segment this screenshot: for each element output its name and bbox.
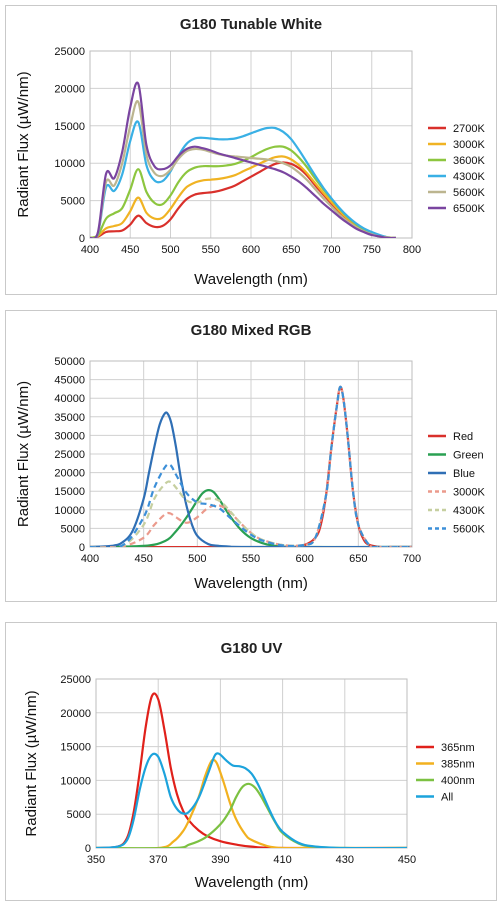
chart-tunable-white-y-tick-label: 20000 [54,83,85,95]
chart-mixed-rgb-y-tick-label: 35000 [54,412,85,424]
chart-mixed-rgb: G180 Mixed RGB 400 450 500 550 600 650 700 0 5000… [15,322,485,592]
chart-uv-x-axis-label: Wavelength (nm) [195,874,309,891]
chart-mixed-rgb-y-tick-label: 45000 [54,375,85,387]
chart-uv-legend-label: 365nm [441,742,475,754]
chart-mixed-rgb-legend-label: Green [453,450,484,462]
chart-uv-legend-label: 400nm [441,775,475,787]
chart-uv-plot-frame [95,678,408,849]
chart-mixed-rgb-y-tick-label: 20000 [54,468,85,480]
chart-mixed-rgb-legend-label: Blue [453,468,475,480]
chart-tunable-white-x-tick-label: 550 [202,244,220,256]
chart-uv: G180 UV 350 370 390 410 430 450 0 5000 10000 15000… [23,640,475,891]
chart-mixed-rgb-y-tick-label: 40000 [54,393,85,405]
chart-tunable-white-grid [89,50,413,239]
chart-tunable-white-x-tick-label: 450 [121,244,139,256]
chart-uv-y-tick-label: 10000 [60,775,91,787]
chart-tunable-white-y-tick-label: 5000 [61,196,85,208]
chart-mixed-rgb-y-tick-label: 30000 [54,430,85,442]
chart-tunable-white-x-axis-label: Wavelength (nm) [194,271,308,288]
chart-uv-legend-label: 385nm [441,759,475,771]
chart-uv-x-tick-label: 350 [87,854,105,866]
chart-mixed-rgb-legend-label: 4300K [453,505,485,517]
chart-tunable-white-series-4300k [90,120,396,238]
chart-uv-x-tick-label: 450 [398,854,416,866]
chart-uv-y-tick-label: 5000 [67,809,91,821]
chart-tunable-white-legend-label: 2700K [453,123,485,135]
chart-mixed-rgb-x-tick-label: 550 [242,553,260,565]
chart-tunable-white-legend: 2700K 3000K 3600K 4300K 5600K 6500K [428,123,485,215]
chart-mixed-rgb-y-tick-label: 15000 [54,486,85,498]
chart-tunable-white-series-5600k [90,100,396,238]
chart-uv-y-axis-label: Radiant Flux (µW/nm) [23,690,40,836]
chart-mixed-rgb-legend-label: 5600K [453,524,485,536]
chart-uv-x-tick-label: 410 [273,854,291,866]
chart-tunable-white-y-axis-label: Radiant Flux (µW/nm) [15,71,32,217]
chart-mixed-rgb-y-tick-label: 50000 [54,356,85,368]
chart-tunable-white-x-tick-label: 400 [81,244,99,256]
chart-tunable-white-x-tick-label: 750 [363,244,381,256]
chart-tunable-white-x-tick-label: 800 [403,244,421,256]
chart-tunable-white-legend-label: 3000K [453,139,485,151]
chart-uv-series-group [96,692,407,848]
chart-uv-y-tick-label: 20000 [60,708,91,720]
chart-mixed-rgb-y-tick-label: 5000 [61,523,85,535]
chart-mixed-rgb-legend-label: Red [453,431,473,443]
chart-uv-grid [95,678,408,849]
chart-tunable-white-series-6500k [90,81,396,238]
chart-tunable-white-title: G180 Tunable White [180,16,322,33]
chart-uv-y-tick-label: 0 [85,843,91,855]
chart-tunable-white-legend-label: 3600K [453,155,485,167]
chart-uv-series-all [96,752,407,848]
chart-mixed-rgb-x-tick-label: 500 [188,553,206,565]
chart-uv-series-385nm [96,758,407,848]
chart-mixed-rgb-x-tick-label: 450 [134,553,152,565]
chart-uv-x-tick-label: 430 [336,854,354,866]
chart-mixed-rgb-legend-label: 3000K [453,487,485,499]
chart-mixed-rgb-series-group [90,385,412,547]
chart-mixed-rgb-y-tick-label: 10000 [54,505,85,517]
chart-mixed-rgb-title: G180 Mixed RGB [191,322,312,339]
chart-mixed-rgb-x-tick-label: 600 [295,553,313,565]
chart-mixed-rgb-y-tick-label: 0 [79,542,85,554]
chart-panel-uv: G180 UV 350 370 390 410 430 450 0 5000 10000 15000… [5,622,497,901]
chart-uv-y-tick-label: 25000 [60,674,91,686]
chart-tunable-white-legend-label: 4300K [453,171,485,183]
chart-tunable-white-y-tick-label: 10000 [54,158,85,170]
chart-tunable-white-x-tick-label: 700 [322,244,340,256]
chart-uv-series-365nm [96,692,407,848]
chart-uv-series-400nm [96,782,407,848]
chart-mixed-rgb-y-axis-label: Radiant Flux (µW/nm) [15,381,32,527]
chart-tunable-white-y-tick-label: 25000 [54,46,85,58]
chart-mixed-rgb-x-tick-label: 700 [403,553,421,565]
chart-panel-mixed-rgb: G180 Mixed RGB 400 450 500 550 600 650 700 0 5000… [5,310,497,602]
chart-mixed-rgb-x-tick-label: 650 [349,553,367,565]
chart-mixed-rgb-series-5600k [90,385,412,547]
chart-uv-x-tick-label: 370 [149,854,167,866]
chart-tunable-white-y-tick-label: 0 [79,233,85,245]
chart-mixed-rgb-y-tick-label: 25000 [54,449,85,461]
chart-tunable-white-legend-label: 6500K [453,203,485,215]
chart-tunable-white-series-3000k [90,155,396,238]
chart-uv-y-tick-label: 15000 [60,742,91,754]
chart-mixed-rgb-x-tick-label: 400 [81,553,99,565]
chart-tunable-white-x-tick-label: 500 [161,244,179,256]
chart-uv-title: G180 UV [221,640,283,657]
chart-uv-x-tick-label: 390 [211,854,229,866]
chart-tunable-white-series-group [90,81,396,238]
chart-tunable-white-plot-frame [89,50,413,239]
chart-tunable-white: G180 Tunable White 400 450 500 550 600 650 700 7… [15,16,485,288]
chart-uv-legend-label: All [441,792,453,804]
chart-panel-tunable-white: G180 Tunable White 400 450 500 550 600 650 700 7… [5,5,497,295]
chart-tunable-white-x-tick-label: 600 [242,244,260,256]
chart-mixed-rgb-legend: Red Green Blue 3000K 4300K 5600K [428,431,485,536]
chart-mixed-rgb-x-axis-label: Wavelength (nm) [194,575,308,592]
chart-mixed-rgb-series-blue [90,411,412,547]
chart-uv-legend: 365nm 385nm 400nm All [416,742,475,804]
chart-tunable-white-y-tick-label: 15000 [54,121,85,133]
chart-tunable-white-legend-label: 5600K [453,187,485,199]
chart-tunable-white-x-tick-label: 650 [282,244,300,256]
